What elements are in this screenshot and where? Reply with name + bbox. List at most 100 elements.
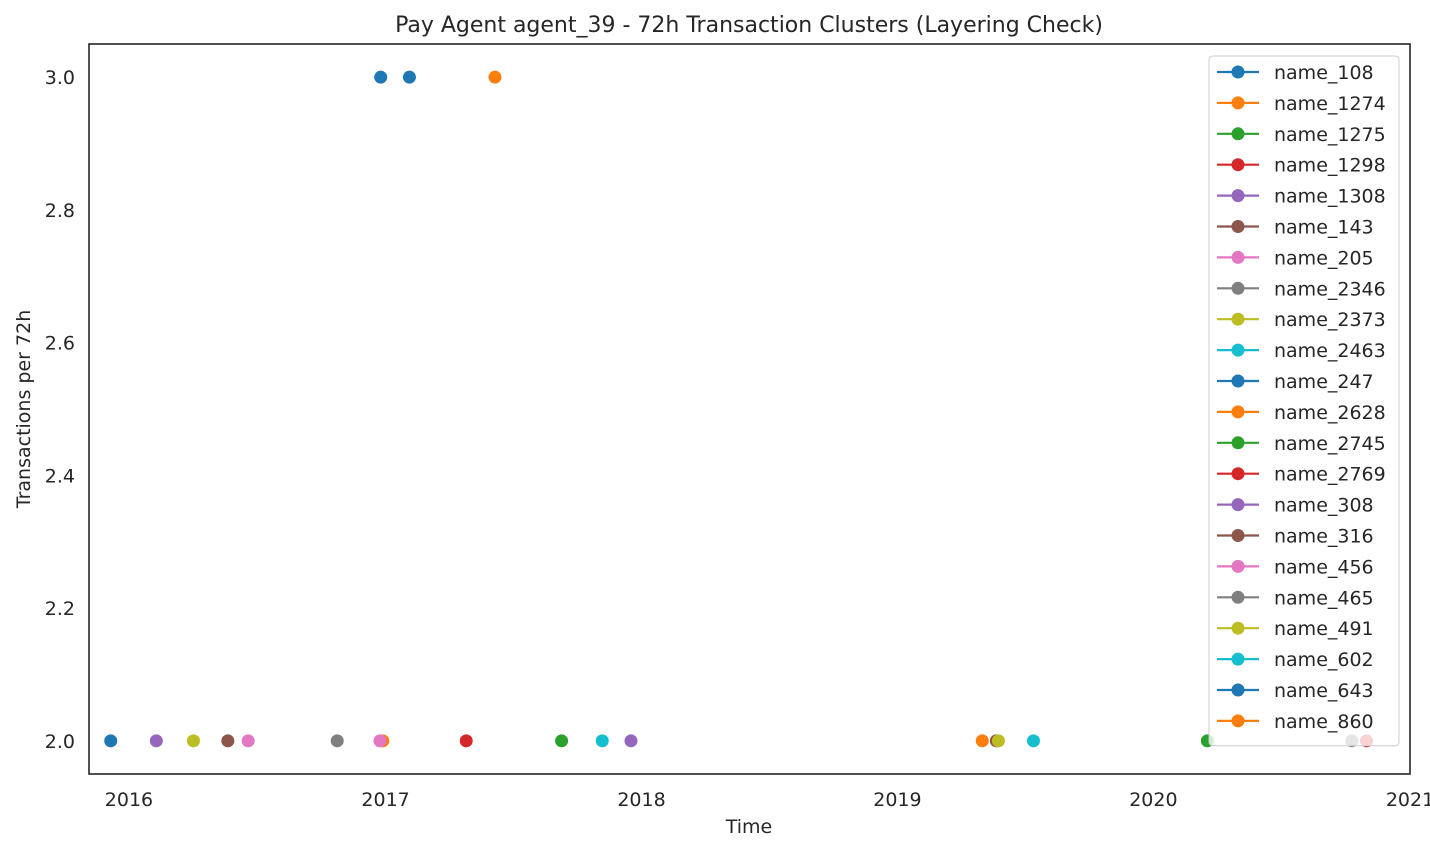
legend-label: name_108	[1274, 62, 1374, 84]
data-point-name_247	[402, 70, 416, 84]
y-tick-label: 3.0	[45, 67, 75, 89]
legend-label: name_205	[1274, 247, 1374, 269]
legend-label: name_2463	[1274, 340, 1386, 362]
data-point-name_247	[374, 70, 388, 84]
y-tick-label: 2.2	[45, 598, 75, 620]
legend-label: name_643	[1274, 680, 1374, 702]
legend-entry: name_205	[1217, 247, 1374, 269]
legend-entry: name_247	[1217, 371, 1374, 393]
data-point-name_456	[373, 734, 387, 748]
legend-entry: name_2346	[1217, 278, 1386, 300]
legend-label: name_2745	[1274, 433, 1386, 455]
legend-entry: name_2769	[1217, 464, 1386, 486]
legend-marker	[1231, 312, 1245, 326]
legend-marker	[1231, 714, 1245, 728]
x-tick-label: 2020	[1129, 789, 1177, 811]
legend-marker	[1231, 652, 1245, 666]
legend-label: name_465	[1274, 587, 1374, 609]
legend-label: name_2346	[1274, 278, 1386, 300]
legend-marker	[1231, 498, 1245, 512]
legend-entry: name_1298	[1217, 155, 1386, 177]
legend-marker	[1231, 343, 1245, 357]
legend-marker	[1231, 683, 1245, 697]
legend-entry: name_1308	[1217, 186, 1386, 208]
y-tick-label: 2.0	[45, 731, 75, 753]
legend-label: name_1298	[1274, 155, 1386, 177]
legend-marker	[1231, 65, 1245, 79]
y-axis-ticks: 2.0 2.2 2.4 2.6 2.8 3.0	[45, 67, 75, 753]
legend-entry: name_316	[1217, 526, 1374, 548]
legend-marker	[1231, 374, 1245, 388]
data-point-name_491	[991, 734, 1005, 748]
legend-marker	[1231, 220, 1245, 233]
x-tick-label: 2021	[1386, 789, 1430, 811]
data-point-name_2463	[1026, 734, 1040, 748]
legend-entry: name_643	[1217, 680, 1374, 702]
legend-entry: name_1274	[1217, 93, 1386, 115]
legend-box	[1208, 55, 1400, 747]
legend-entry: name_308	[1217, 495, 1374, 517]
data-point-name_860	[975, 734, 989, 748]
legend-marker	[1231, 529, 1245, 542]
legend-marker	[1231, 127, 1245, 141]
plot-area	[88, 43, 1411, 775]
data-point-name_108	[104, 734, 118, 748]
legend-entry: name_108	[1217, 62, 1374, 84]
data-point-name_308	[624, 734, 638, 748]
data-point-name_2769	[459, 734, 473, 748]
legend-marker	[1231, 436, 1245, 450]
legend-label: name_1275	[1274, 124, 1386, 146]
legend-entry: name_1275	[1217, 124, 1386, 146]
legend-label: name_602	[1274, 649, 1374, 671]
legend-marker	[1231, 96, 1245, 110]
data-point-name_2346	[330, 734, 344, 748]
legend-marker	[1231, 621, 1245, 635]
x-tick-label: 2018	[617, 789, 665, 811]
legend-entry: name_602	[1217, 649, 1374, 671]
x-tick-label: 2017	[361, 789, 409, 811]
plot-frame	[88, 43, 1411, 775]
legend-label: name_143	[1274, 217, 1374, 239]
legend-label: name_2373	[1274, 309, 1386, 331]
legend-marker	[1231, 158, 1245, 172]
x-axis-label: Time	[725, 816, 773, 838]
legend-label: name_456	[1274, 556, 1374, 578]
data-point-name_1308	[149, 734, 163, 748]
legend-marker	[1231, 467, 1245, 481]
legend-label: name_860	[1274, 711, 1374, 733]
legend-marker	[1231, 590, 1245, 604]
legend-marker	[1231, 189, 1245, 203]
legend-entry: name_2745	[1217, 433, 1386, 455]
legend-label: name_1274	[1274, 93, 1386, 115]
legend-entry: name_465	[1217, 587, 1374, 609]
legend-entry: name_456	[1217, 556, 1374, 578]
data-point-name_2373	[186, 734, 200, 748]
legend-label: name_2769	[1274, 464, 1386, 486]
legend-label: name_316	[1274, 526, 1374, 548]
legend: name_108 name_1274 name_1275 name_1298 name_…	[1208, 55, 1400, 747]
legend-label: name_308	[1274, 495, 1374, 517]
legend-label: name_1308	[1274, 186, 1386, 208]
legend-entry: name_491	[1217, 618, 1374, 640]
legend-label: name_247	[1274, 371, 1374, 393]
data-point-name_2628	[488, 70, 502, 84]
legend-marker	[1231, 250, 1245, 264]
legend-label: name_2628	[1274, 402, 1386, 424]
data-markers	[104, 70, 1374, 748]
data-point-name_143	[221, 734, 235, 748]
x-tick-label: 2016	[105, 789, 153, 811]
legend-label: name_491	[1274, 618, 1374, 640]
legend-marker	[1231, 405, 1245, 419]
legend-entry: name_2373	[1217, 309, 1386, 331]
data-point-name_205	[241, 734, 255, 748]
legend-entry: name_143	[1217, 217, 1374, 239]
chart-title: Pay Agent agent_39 - 72h Transaction Clu…	[395, 13, 1103, 38]
x-axis-ticks: 2016 2017 2018 2019 2020 2021	[105, 789, 1430, 811]
legend-marker	[1231, 281, 1245, 295]
legend-entry: name_2463	[1217, 340, 1386, 362]
y-tick-label: 2.4	[45, 465, 75, 487]
y-axis-label: Transactions per 72h	[13, 310, 35, 509]
data-point-name_602	[595, 734, 609, 748]
